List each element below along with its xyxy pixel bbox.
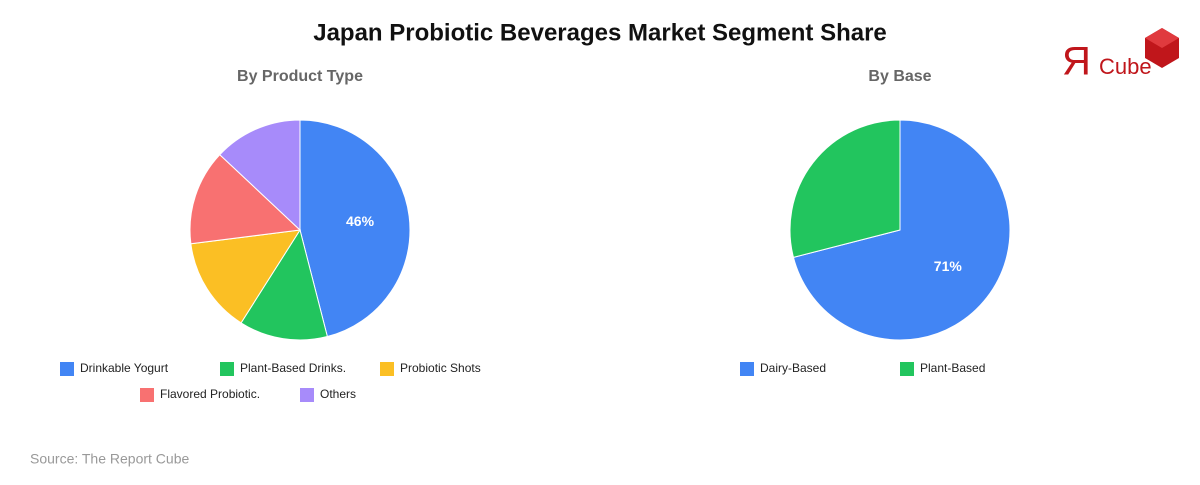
logo-cube-top	[1145, 28, 1179, 48]
pie-slice	[240, 228, 328, 341]
pie-slice	[789, 119, 901, 258]
chart-subtitle: By Base	[868, 68, 931, 85]
legend-swatch	[380, 362, 394, 376]
logo: Я Cube	[1062, 28, 1179, 84]
legend-label: Plant-Based	[920, 361, 985, 375]
source: Source: The Report Cube	[30, 451, 189, 467]
data-label: 71%	[934, 258, 963, 274]
page-title: Japan Probiotic Beverages Market Segment…	[313, 19, 887, 46]
legend-label: Flavored Probiotic.	[160, 387, 260, 401]
legend-swatch	[140, 388, 154, 402]
legend-label: Drinkable Yogurt	[80, 361, 169, 375]
legend-label: Probiotic Shots	[400, 361, 481, 375]
chart-subtitle: By Product Type	[237, 68, 363, 85]
legend-swatch	[60, 362, 74, 376]
pie-slice	[792, 119, 1011, 341]
data-label: 46%	[346, 213, 375, 229]
logo-mark: Я	[1062, 40, 1091, 84]
legend-swatch	[900, 362, 914, 376]
legend-label: Dairy-Based	[760, 361, 826, 375]
legend-swatch	[220, 362, 234, 376]
legend-swatch	[300, 388, 314, 402]
legend-label: Plant-Based Drinks.	[240, 361, 346, 375]
pie-slice	[189, 153, 302, 245]
pie-slice	[219, 119, 301, 232]
pie-slice	[190, 229, 301, 324]
logo-text: Cube	[1099, 54, 1152, 79]
legend-label: Others	[320, 387, 356, 401]
pie-slice	[299, 119, 411, 338]
legend-swatch	[740, 362, 754, 376]
